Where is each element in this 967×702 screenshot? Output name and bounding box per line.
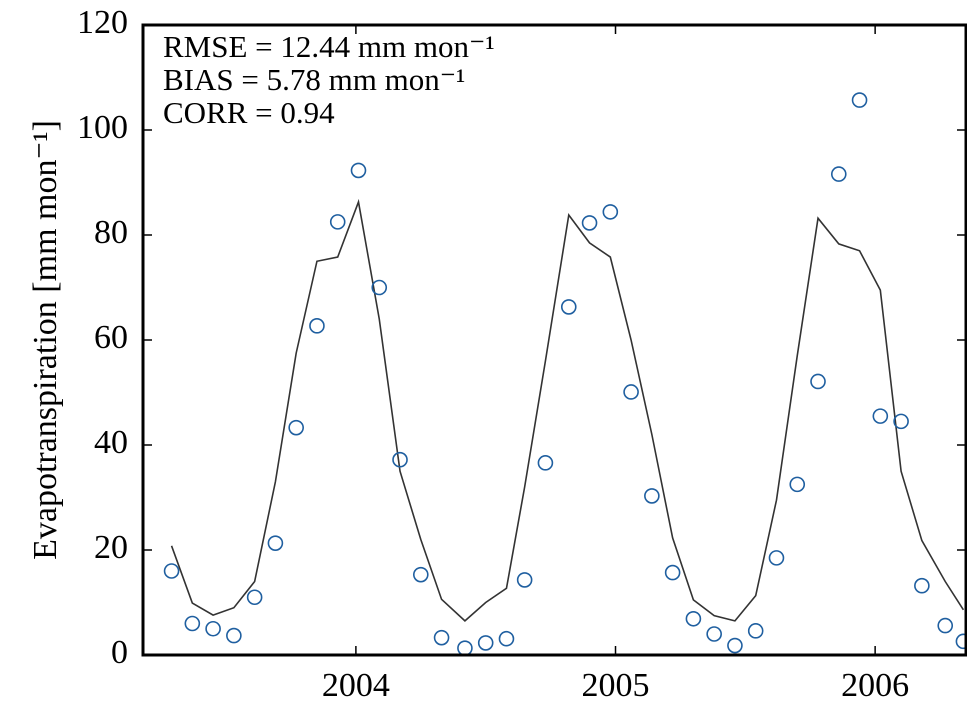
observation-point [516, 572, 533, 588]
observation-point [664, 564, 681, 581]
observation-point [830, 166, 847, 182]
observation-point [789, 476, 806, 493]
observation-point [184, 615, 201, 632]
observation-point [602, 204, 619, 220]
observation-point [226, 627, 242, 644]
plot-frame [141, 23, 967, 657]
y-tick-label: 120 [77, 4, 128, 41]
observation-point [309, 318, 325, 334]
observation-point [163, 563, 180, 579]
y-tick-label: 40 [94, 424, 128, 461]
observation-point [914, 577, 930, 594]
observation-point [581, 215, 598, 231]
observation-point [937, 617, 954, 634]
observation-point [267, 535, 284, 551]
observation-point [246, 589, 263, 606]
annotation: CORR = 0.94 [163, 95, 335, 130]
observation-point [392, 451, 408, 468]
observation-point [810, 373, 826, 390]
x-tick-label: 2005 [582, 667, 650, 702]
annotation: RMSE = 12.44 mm mon⁻¹ [163, 29, 495, 64]
observation-point [955, 633, 967, 650]
observation-point [644, 488, 660, 504]
observation-point [706, 626, 722, 642]
observation-point [537, 455, 554, 471]
observation-point [747, 623, 764, 639]
observation-point [851, 92, 868, 108]
observation-point [205, 620, 221, 637]
y-tick-label: 60 [94, 319, 128, 356]
observation-point [872, 408, 889, 424]
observation-point [350, 162, 367, 179]
x-tick-label: 2006 [841, 667, 909, 702]
y-axis-label: Evapotranspiration [mm mon⁻¹] [27, 120, 64, 560]
observation-point [768, 550, 785, 566]
y-tick-label: 0 [111, 634, 128, 671]
x-tick-label: 2004 [322, 667, 390, 702]
annotation: BIAS = 5.78 mm mon⁻¹ [163, 62, 465, 97]
observation-point [288, 419, 304, 436]
observation-point [560, 299, 577, 315]
observation-point [371, 279, 388, 296]
observation-point [727, 637, 743, 654]
observation-point [893, 413, 909, 430]
observation-point [412, 566, 429, 583]
y-tick-label: 20 [94, 529, 128, 566]
observation-point [623, 384, 639, 400]
y-tick-label: 80 [94, 214, 128, 251]
observation-point [433, 629, 450, 646]
observation-point [329, 214, 346, 230]
observation-point [498, 630, 515, 647]
y-tick-label: 100 [77, 109, 128, 146]
observation-point [457, 640, 473, 656]
observation-point [477, 635, 494, 651]
model-line [170, 198, 965, 622]
observation-point [685, 610, 702, 627]
